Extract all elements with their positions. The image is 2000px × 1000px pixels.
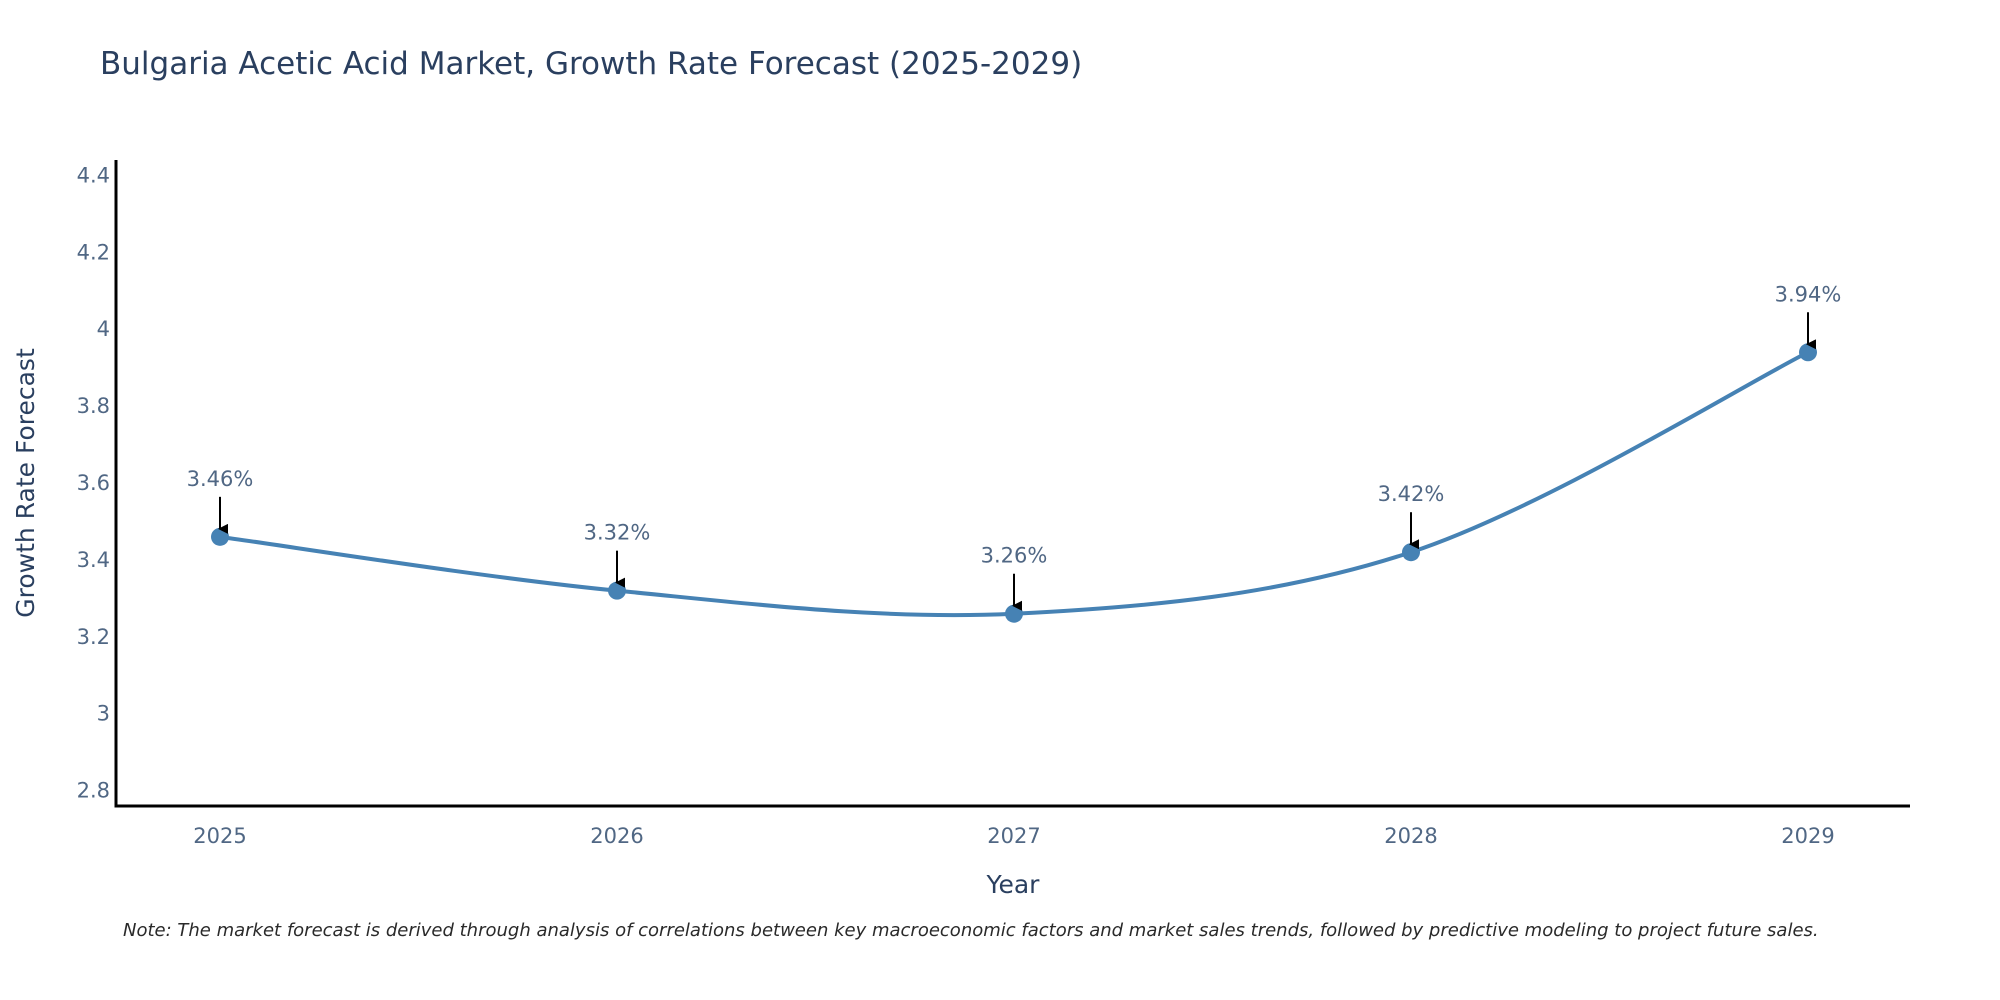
y-axis-title: Growth Rate Forecast [11, 348, 40, 618]
data-point [1799, 343, 1817, 362]
data-label: 3.42% [1378, 482, 1445, 506]
y-axis-ticks: 2.8 3 3.2 3.4 3.6 3.8 4 4.2 4.4 [77, 163, 110, 802]
chart-note: Note: The market forecast is derived thr… [123, 920, 1819, 941]
data-label: 3.32% [584, 521, 651, 545]
x-tick-label: 2025 [193, 824, 246, 848]
data-point [1402, 543, 1420, 562]
data-labels: 3.46% 3.32% 3.26% 3.42% 3.94% [187, 282, 1842, 611]
y-tick-label: 4 [97, 317, 110, 341]
x-axis-ticks: 2025 2026 2027 2028 2029 [193, 824, 1834, 848]
data-label: 3.46% [187, 467, 254, 491]
y-tick-label: 3.6 [77, 471, 110, 495]
y-tick-label: 2.8 [77, 779, 110, 803]
data-point [1005, 604, 1023, 623]
x-axis-title: Year [986, 870, 1041, 899]
data-point [211, 527, 229, 546]
y-tick-label: 3.8 [77, 394, 110, 418]
y-tick-label: 3.4 [77, 548, 110, 572]
x-tick-label: 2026 [590, 824, 643, 848]
data-label: 3.26% [981, 544, 1048, 568]
x-tick-label: 2028 [1384, 824, 1437, 848]
y-tick-label: 4.4 [77, 163, 110, 187]
x-tick-label: 2029 [1781, 824, 1834, 848]
data-label: 3.94% [1775, 282, 1842, 306]
chart-title: Bulgaria Acetic Acid Market, Growth Rate… [100, 46, 1083, 82]
y-tick-label: 4.2 [77, 240, 110, 264]
y-tick-label: 3.2 [77, 625, 110, 649]
x-tick-label: 2027 [987, 824, 1040, 848]
data-point [608, 581, 626, 600]
y-tick-label: 3 [97, 702, 110, 726]
